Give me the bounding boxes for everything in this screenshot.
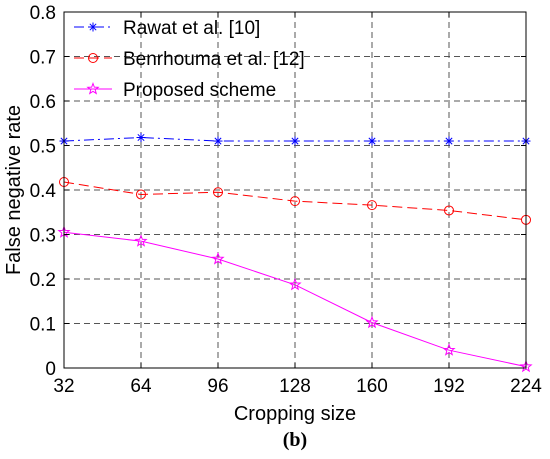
y-tick-label: 0.3 (30, 226, 56, 247)
legend-entry: Benrhouma et al. [12] (74, 49, 305, 70)
legend-label: Rawat et al. [10] (123, 18, 260, 39)
data-point (290, 196, 300, 207)
ticks: 32 64 96 128 160 192 224 0 0.1 0.2 0.3 0.4 0.5 0.6 0.7… (30, 3, 543, 397)
y-tick-label: 0 (45, 359, 56, 380)
legend-entry: Rawat et al. [10] (74, 18, 260, 39)
data-point (367, 136, 377, 146)
series-layer (57, 132, 533, 373)
data-point (365, 315, 379, 329)
x-tick-label: 128 (279, 376, 311, 397)
x-tick-label: 192 (433, 376, 465, 397)
data-point (519, 359, 533, 373)
data-point (213, 187, 223, 198)
data-point (444, 205, 454, 216)
x-tick-label: 32 (53, 376, 74, 397)
y-tick-label: 0.5 (30, 137, 56, 158)
legend-marker (88, 53, 98, 63)
y-tick-label: 0.8 (30, 3, 56, 24)
y-tick-label: 0.7 (30, 48, 56, 69)
figure-caption: (b) (283, 429, 307, 451)
data-point (367, 200, 377, 211)
series-line (63, 181, 527, 221)
data-point (444, 136, 454, 146)
data-point (288, 277, 302, 291)
legend: Rawat et al. [10] Benrhouma et al. [12] Pr… (74, 18, 305, 101)
x-axis-label: Cropping size (234, 403, 356, 425)
y-axis-label: False negative rate (3, 105, 25, 275)
data-point (442, 343, 456, 356)
legend-label: Proposed scheme (123, 80, 276, 101)
series-line (63, 231, 527, 368)
x-tick-label: 64 (130, 376, 152, 397)
y-tick-label: 0.6 (30, 92, 56, 113)
y-tick-label: 0.4 (30, 181, 57, 202)
data-point (136, 132, 146, 142)
legend-marker (88, 22, 98, 32)
data-point (134, 234, 148, 247)
data-point (290, 136, 300, 146)
legend-marker (86, 82, 100, 95)
legend-entry: Proposed scheme (74, 80, 276, 101)
data-point (136, 189, 146, 200)
data-point (213, 136, 223, 146)
x-tick-label: 224 (510, 376, 542, 397)
y-tick-label: 0.1 (30, 315, 56, 336)
data-point (211, 252, 225, 265)
x-tick-label: 96 (207, 376, 228, 397)
legend-label: Benrhouma et al. [12] (123, 49, 305, 70)
y-tick-label: 0.2 (30, 270, 56, 291)
series-3 (57, 225, 533, 373)
x-tick-label: 160 (356, 376, 388, 397)
